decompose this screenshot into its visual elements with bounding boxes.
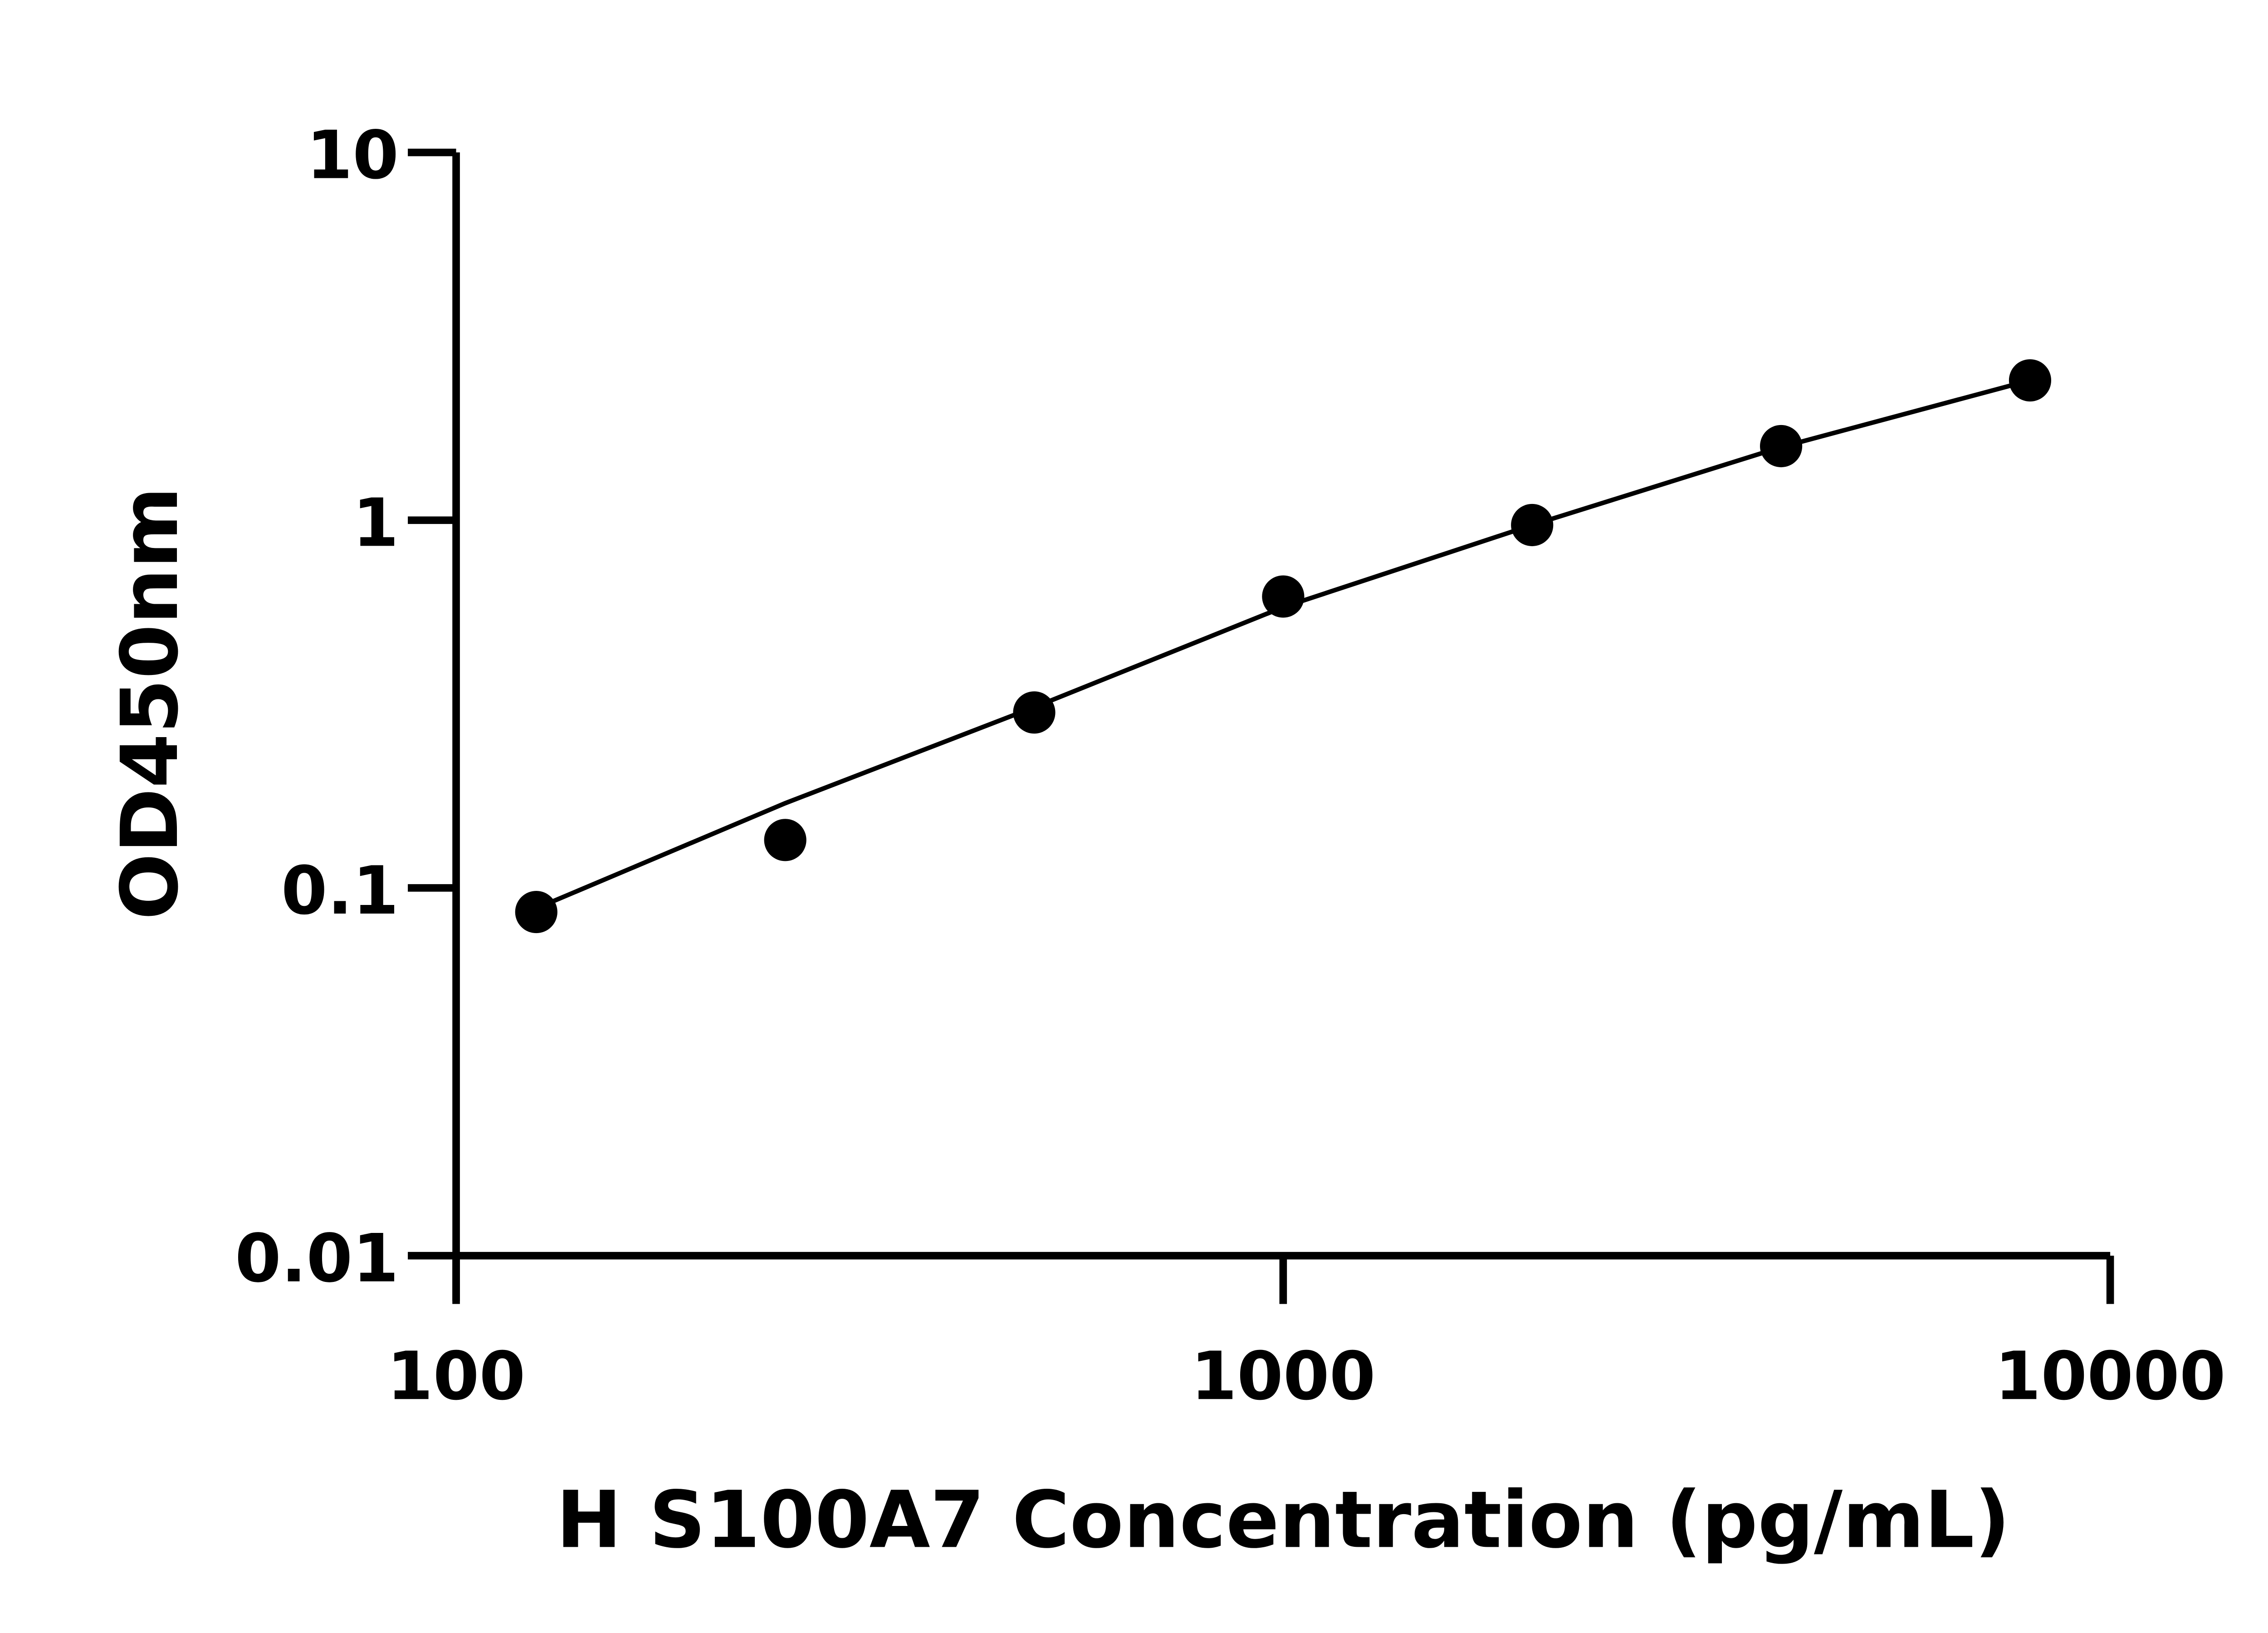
x-tick-label: 100	[387, 1337, 526, 1415]
data-point	[1262, 575, 1305, 618]
x-tick-label: 1000	[1191, 1337, 1375, 1415]
fit-curve	[535, 378, 2031, 911]
data-point	[1511, 504, 1554, 547]
y-tick-label: 0.01	[235, 1220, 399, 1297]
x-axis-label: H S100A7 Concentration (pg/mL)	[556, 1474, 2010, 1565]
data-series	[515, 359, 2052, 934]
y-tick-label: 0.1	[281, 852, 399, 929]
data-point	[515, 891, 557, 934]
x-tick-label: 10000	[1995, 1337, 2226, 1415]
data-point	[1760, 425, 1803, 468]
y-tick-label: 10	[306, 117, 399, 194]
tick-labels: 100 1000 10000 0.01 0.1 1 10	[235, 117, 2226, 1415]
y-axis-label: OD450nm	[104, 487, 196, 920]
data-point	[1013, 691, 1056, 734]
y-tick-label: 1	[352, 484, 399, 562]
axes	[408, 148, 2114, 1304]
data-point	[764, 819, 807, 861]
data-point	[2009, 359, 2052, 402]
